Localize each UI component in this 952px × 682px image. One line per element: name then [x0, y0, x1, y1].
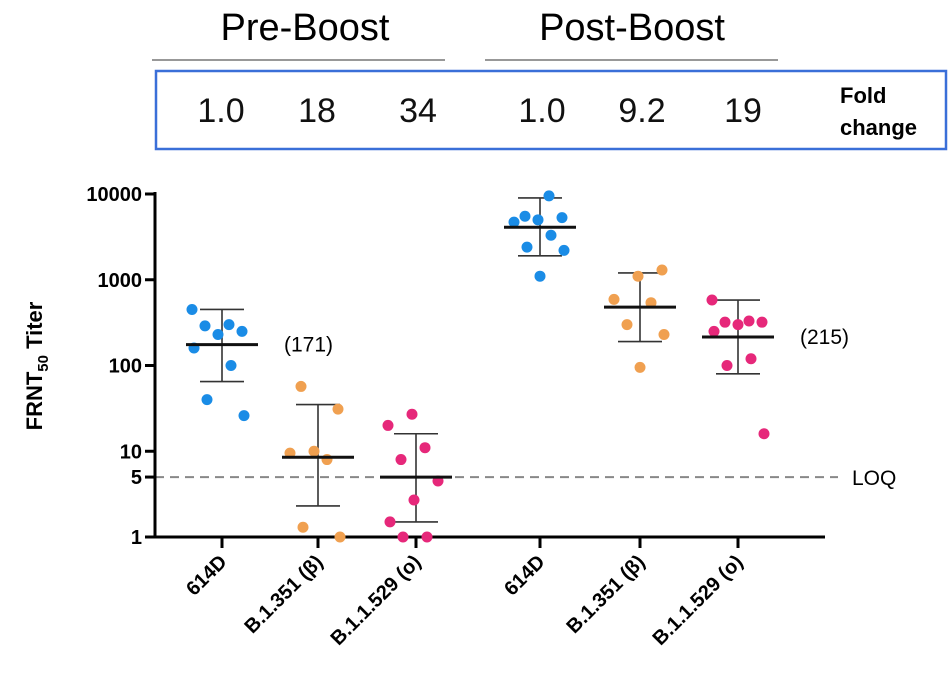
data-point [543, 190, 555, 202]
data-point [295, 380, 307, 392]
data-point [621, 319, 633, 331]
data-point [632, 270, 644, 282]
y-tick-label: 1 [131, 527, 142, 549]
data-point [406, 408, 418, 420]
data-point [382, 419, 394, 431]
y-tick-label: 10000 [86, 184, 142, 206]
data-point [721, 360, 733, 371]
data-point [558, 244, 570, 256]
data-point [634, 361, 646, 373]
x-tick-label: 614D [500, 551, 549, 600]
data-point [719, 316, 731, 328]
fold-value: 1.0 [197, 92, 244, 130]
data-point [508, 216, 520, 228]
data-point [708, 325, 720, 337]
data-point [236, 325, 248, 337]
data-point [238, 410, 250, 422]
y-tick-label: 100 [109, 356, 142, 378]
data-point [706, 294, 718, 306]
data-point [332, 403, 344, 415]
x-tick-label: B.1.1.529 (ο) [649, 551, 748, 650]
data-point [556, 212, 568, 224]
data-point [532, 214, 544, 226]
x-tick-label: B.1.351 (β) [240, 551, 327, 638]
data-point [186, 303, 198, 315]
fold-value: 19 [724, 92, 762, 130]
x-tick-label: B.1.351 (β) [562, 551, 649, 638]
data-point [545, 229, 557, 241]
data-point [384, 516, 396, 528]
data-point [743, 315, 755, 327]
data-point [308, 445, 320, 457]
fold-value: 34 [399, 92, 437, 130]
data-point [321, 454, 333, 466]
x-tick-label: 614D [182, 551, 231, 600]
fold-change-label-line1: Fold [840, 83, 886, 108]
data-point [419, 442, 431, 454]
fold-value: 9.2 [618, 92, 665, 130]
data-point [297, 521, 309, 533]
y-axis-label-tail: Titer [22, 301, 47, 355]
y-axis-label-subscript: 50 [35, 355, 52, 372]
data-point [334, 531, 346, 543]
data-point [534, 270, 546, 282]
data-point [656, 264, 668, 276]
pre-boost-label: Pre-Boost [221, 7, 390, 49]
data-point [645, 297, 657, 309]
data-point [223, 319, 235, 331]
fold-change-label-line2: change [840, 115, 917, 140]
data-point [608, 293, 620, 305]
data-point [745, 353, 757, 365]
median-annotation: (171) [284, 334, 333, 357]
y-axis-label-main: FRNT [22, 371, 47, 430]
data-point [395, 454, 407, 466]
data-point [658, 328, 670, 340]
data-point [421, 531, 433, 543]
y-axis-label: FRNT50 Titer [22, 301, 52, 430]
y-tick-label: 5 [131, 467, 142, 489]
data-point [212, 328, 224, 340]
data-point [225, 360, 237, 371]
median-annotation: (215) [800, 326, 849, 349]
fold-change-box [154, 69, 948, 151]
data-point [758, 428, 770, 440]
data-point [519, 210, 531, 222]
y-tick-label: 10 [120, 441, 142, 463]
y-tick-label: 1000 [98, 270, 143, 292]
data-point [756, 316, 768, 328]
data-point [521, 241, 533, 253]
data-point [201, 394, 213, 406]
loq-label: LOQ [852, 467, 896, 490]
data-point [397, 531, 409, 543]
x-tick-label: B.1.1.529 (ο) [327, 551, 426, 650]
data-point [732, 319, 744, 331]
data-point [408, 494, 420, 506]
fold-value: 1.0 [518, 92, 565, 130]
data-point [199, 320, 211, 332]
post-boost-label: Post-Boost [539, 7, 725, 49]
fold-value: 18 [298, 92, 336, 130]
